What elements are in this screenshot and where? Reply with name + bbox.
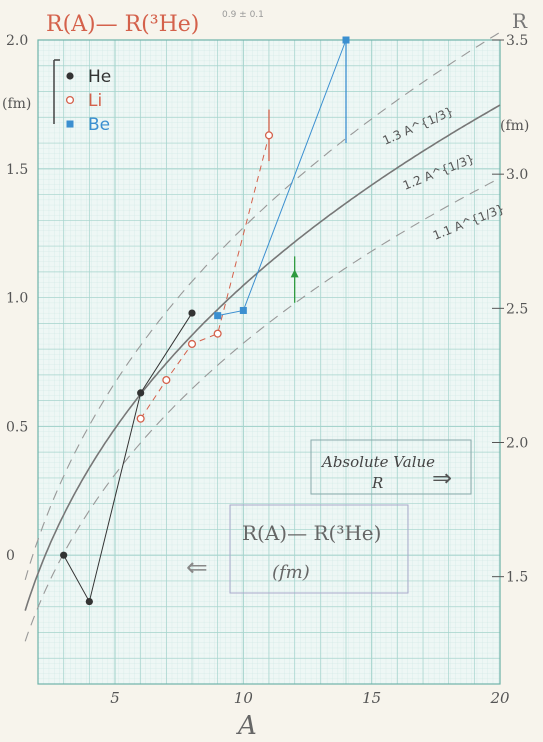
curve-1.1 [24, 177, 501, 642]
data-point [187, 339, 197, 349]
curve-1.3 [24, 31, 501, 581]
left-tick-label: 1.0 [6, 291, 28, 307]
curve-1.2 [24, 104, 501, 611]
data-point [188, 309, 196, 317]
right-tick-label: 2.5 [506, 301, 528, 317]
small-note: 0.9 ± 0.1 [222, 10, 264, 20]
left-tick-label: 2.0 [6, 33, 28, 49]
x-tick-label: 20 [489, 689, 510, 707]
series-line-He [63, 312, 193, 603]
right-axis-letter: R [512, 9, 528, 33]
legend: He Li Be [53, 59, 111, 135]
legend-label: Be [88, 115, 110, 135]
data-point [162, 375, 171, 385]
left-tick-label: 0.5 [6, 419, 28, 435]
right-axis-unit: (fm) [500, 118, 529, 134]
data-point [290, 269, 299, 278]
relative-value-label: R(A)— R(³He) [242, 521, 381, 545]
right-tick-label: 3.0 [506, 167, 528, 183]
legend-marker [66, 72, 74, 80]
right-tick-label: 3.5 [506, 33, 528, 49]
data-point [214, 312, 222, 320]
x-tick-label: 15 [362, 689, 381, 707]
left-tick-label: 1.5 [6, 162, 28, 178]
data-point [85, 597, 93, 606]
absolute-value-label: Absolute Value [320, 453, 435, 471]
chart-title: R(A)— R(³He) [46, 12, 199, 37]
x-tick-labels: 5 10 15 20 [110, 689, 510, 707]
data-point [136, 414, 145, 423]
right-tick-label: 1.5 [506, 570, 528, 586]
data-point [264, 131, 274, 140]
data-point [342, 36, 350, 44]
relative-value-unit: (fm) [272, 562, 310, 583]
left-arrow-icon: ⇐ [186, 553, 208, 583]
x-tick-label: 10 [234, 689, 254, 707]
right-tick-labels: 1.5 2.0 2.5 3.0 3.5 [492, 33, 528, 586]
legend-label: He [88, 67, 111, 87]
left-tick-labels: 0 0.5 1.0 1.5 2.0 [6, 33, 28, 564]
right-arrow-icon: ⇒ [432, 464, 452, 492]
x-axis-label: A [236, 711, 257, 741]
relative-value-box: R(A)— R(³He) (fm) ⇐ [186, 504, 409, 594]
left-tick-label: 0 [6, 548, 15, 564]
data-point [137, 389, 145, 397]
x-tick-label: 5 [110, 689, 120, 707]
data-series [60, 36, 350, 606]
right-tick-label: 2.0 [506, 436, 528, 452]
data-point [239, 306, 247, 314]
legend-marker [65, 95, 75, 105]
legend-label: Li [88, 91, 102, 111]
data-point [213, 329, 222, 338]
legend-marker [66, 120, 74, 128]
absolute-value-r: R [371, 474, 383, 492]
plot-frame [37, 39, 501, 685]
absolute-value-box: Absolute Value R ⇒ [310, 439, 472, 495]
data-point [60, 551, 68, 559]
left-axis-unit: (fm) [2, 96, 31, 112]
